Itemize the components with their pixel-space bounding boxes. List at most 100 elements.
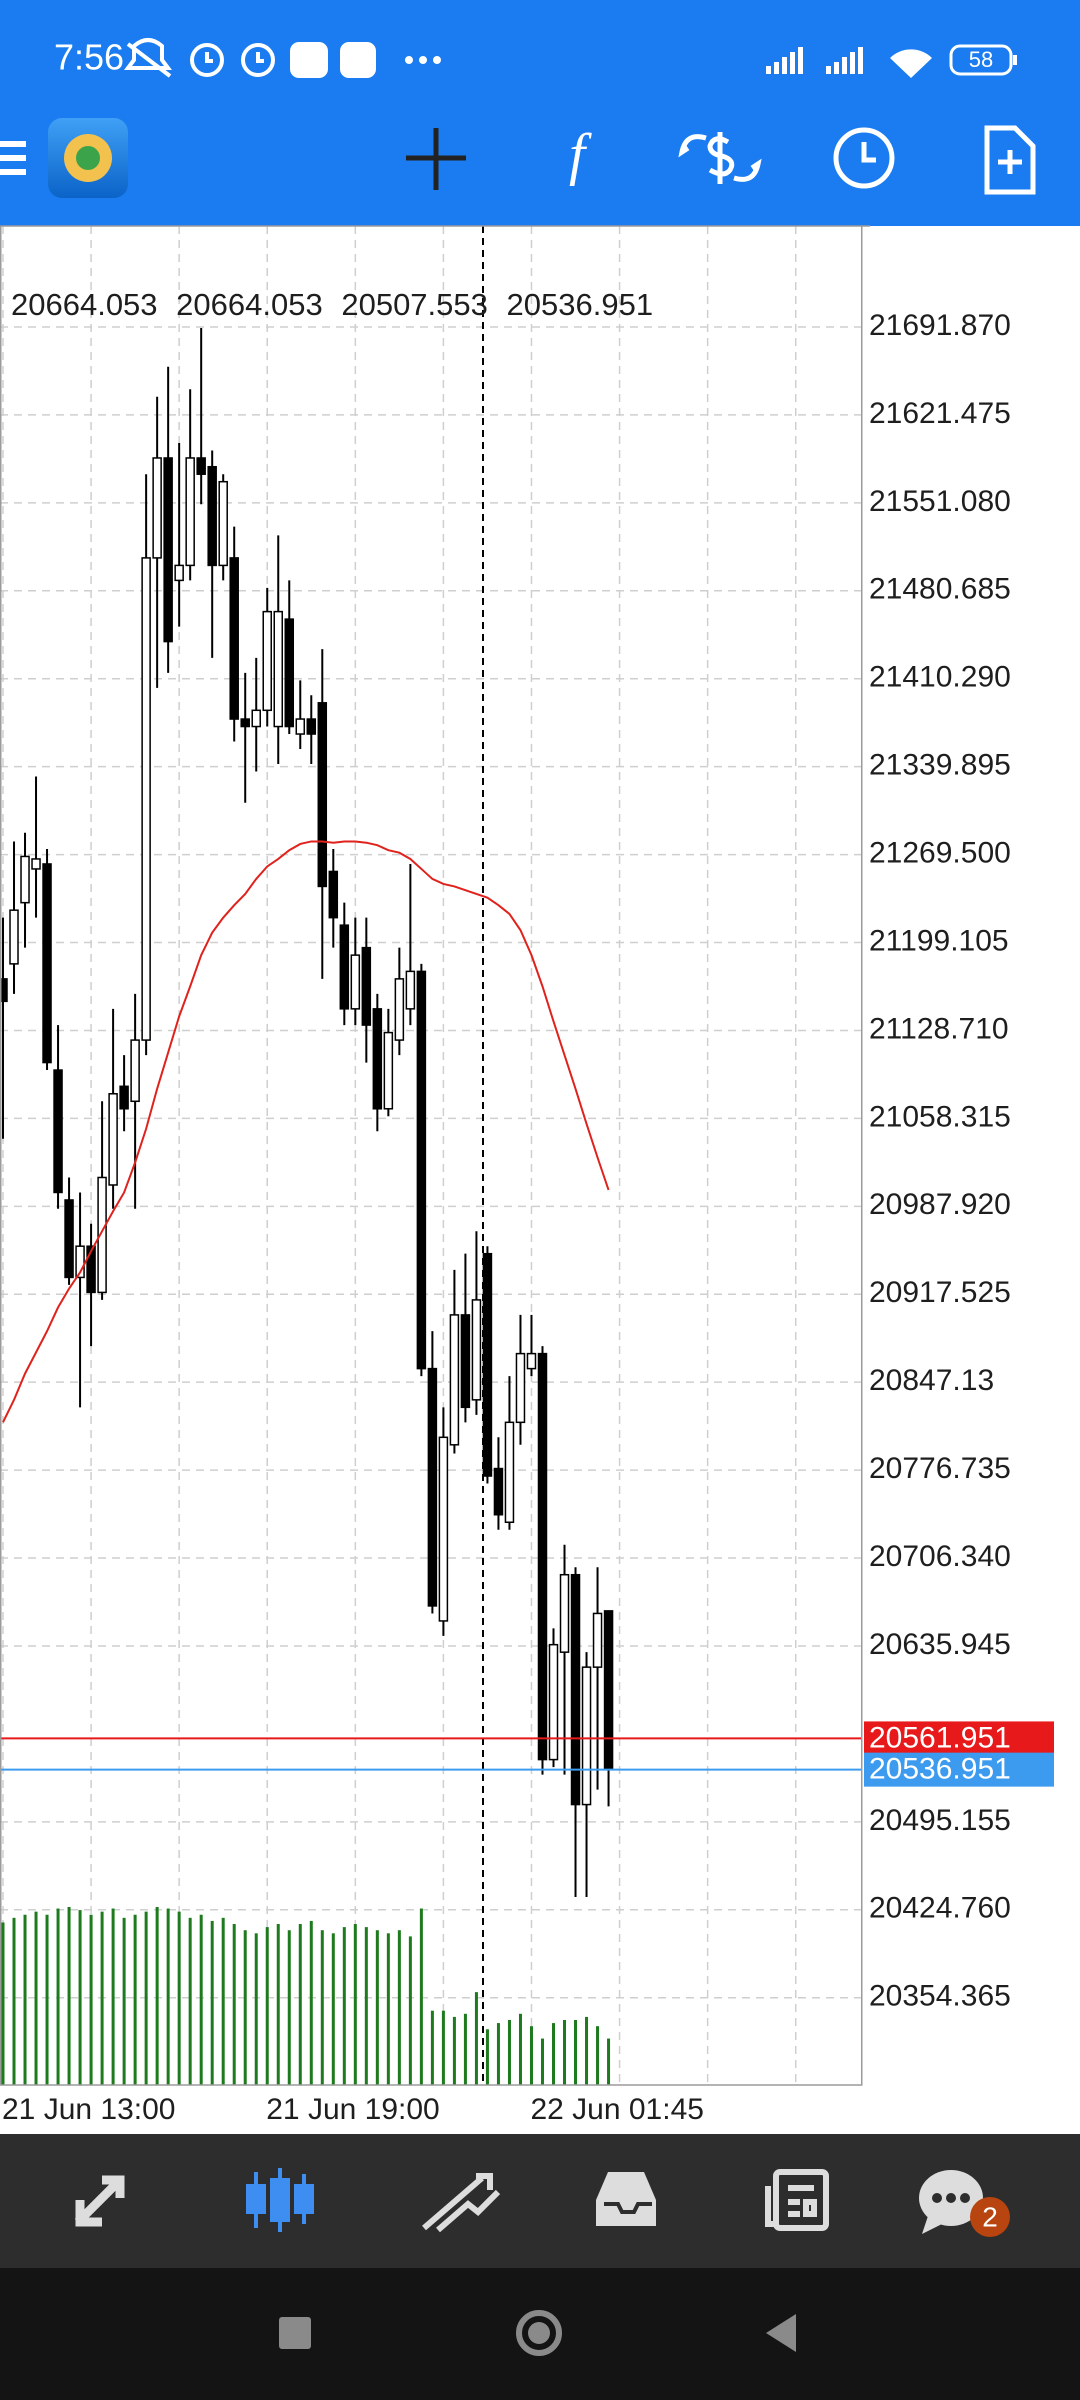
ohlc-values: 20664.053 20664.053 20507.553 20536.951	[11, 287, 653, 322]
volume-bar	[67, 1907, 71, 2085]
plot-frame	[0, 225, 863, 2086]
history-tab[interactable]	[596, 2172, 656, 2226]
y-tick-label: 20635.945	[869, 1628, 1011, 1661]
candle-body	[229, 557, 239, 720]
app-logo-mark	[76, 146, 100, 170]
app-bar	[0, 0, 1080, 226]
volume-bar	[23, 1914, 27, 2085]
y-tick-label: 20987.920	[869, 1188, 1011, 1221]
y-tick-label: 21410.290	[869, 661, 1011, 694]
candle-body	[53, 1069, 63, 1194]
candle-body	[0, 978, 8, 1003]
back-button[interactable]	[766, 2314, 796, 2352]
volume-bar	[353, 1924, 357, 2085]
volume-bar	[45, 1914, 49, 2085]
candle-body	[163, 457, 173, 643]
chat-tab[interactable]	[919, 2170, 983, 2234]
chart-tab[interactable]	[246, 2168, 314, 2232]
volume-bar	[199, 1914, 203, 2085]
y-tick-label: 21691.870	[869, 309, 1011, 342]
candle-body	[603, 1610, 614, 1771]
candle-body	[438, 1436, 449, 1622]
candle-body	[471, 1299, 482, 1401]
recents-button[interactable]	[279, 2317, 311, 2349]
battery-level: 58	[969, 47, 993, 72]
candle-body	[295, 718, 306, 735]
volume-bar	[386, 1933, 390, 2085]
close-value: 20536.951	[507, 287, 654, 322]
candle-body	[383, 1031, 394, 1110]
candle-body	[372, 1008, 383, 1110]
volume-bar	[188, 1917, 192, 2085]
crosshair-button[interactable]	[406, 128, 466, 190]
volume-bar	[144, 1911, 148, 2085]
x-tick-label: 21 Jun 13:00	[2, 2093, 175, 2126]
volume-bar	[309, 1920, 313, 2085]
volume-bar	[210, 1920, 214, 2085]
ohlc-header: 20664.053 20664.053 20507.553 20536.951	[11, 287, 653, 322]
candle-body	[284, 618, 295, 728]
candle-body	[515, 1352, 526, 1424]
timeframe-button[interactable]	[833, 127, 895, 189]
volume-bar	[441, 2010, 445, 2085]
volume-bar	[342, 1927, 346, 2085]
volume-bar	[408, 1936, 412, 2085]
volume-bar	[463, 2013, 467, 2085]
candle-body	[548, 1643, 559, 1761]
news-tab[interactable]	[765, 2169, 829, 2231]
candle-body	[537, 1352, 548, 1761]
volume-bar	[485, 2029, 489, 2085]
volume-bar	[298, 1924, 302, 2085]
candle-body	[592, 1612, 603, 1668]
candle-body	[20, 855, 30, 904]
candle-body	[31, 858, 41, 870]
volume-bar	[12, 1917, 16, 2085]
candle-body	[306, 718, 317, 735]
badge-count: 2	[982, 2201, 998, 2232]
y-tick-label: 20847.13	[869, 1364, 994, 1397]
price-label: 20536.951	[869, 1753, 1011, 1786]
candle-body	[97, 1176, 107, 1294]
y-tick-label: 20917.525	[869, 1276, 1011, 1309]
bottom-nav	[0, 2134, 1080, 2268]
volume-bar	[221, 1917, 225, 2085]
y-tick-label: 21058.315	[869, 1100, 1011, 1133]
badge	[970, 2197, 1010, 2237]
candle-body	[75, 1245, 85, 1279]
candle-body	[328, 870, 339, 919]
volume-bar	[1, 1922, 5, 2085]
volume-bar	[563, 2019, 567, 2085]
volume-bar	[375, 1930, 379, 2085]
price-label-bg	[864, 1721, 1054, 1756]
volume-bar	[265, 1927, 269, 2085]
candle-body	[196, 457, 206, 475]
volume-bar	[56, 1908, 60, 2085]
y-tick-label: 21269.500	[869, 836, 1011, 869]
volume-bar	[419, 1908, 423, 2085]
high-value: 20664.053	[176, 287, 323, 322]
candle-body	[526, 1352, 537, 1370]
moving-average	[2, 840, 610, 1423]
y-tick-label: 20424.760	[869, 1892, 1011, 1925]
volume-bar	[166, 1908, 170, 2085]
home-button[interactable]	[516, 2310, 562, 2356]
volume-bar	[364, 1927, 368, 2085]
template-button[interactable]	[984, 125, 1036, 195]
menu-button[interactable]	[0, 141, 26, 175]
volume-bar	[518, 2013, 522, 2085]
y-tick-label: 21551.080	[869, 485, 1011, 518]
candle-body	[317, 702, 328, 888]
clock: 7:56	[54, 37, 124, 78]
candle-body	[130, 1039, 140, 1103]
candle-body	[64, 1199, 74, 1279]
volume-bar	[507, 2019, 511, 2085]
candle-body	[240, 718, 250, 728]
trade-tab[interactable]	[422, 2173, 501, 2233]
candle-body	[350, 954, 361, 1010]
trade-button[interactable]	[678, 132, 762, 184]
quotes-tab[interactable]	[74, 2175, 125, 2227]
y-tick-label: 21339.895	[869, 749, 1011, 782]
candle-body	[9, 909, 19, 965]
